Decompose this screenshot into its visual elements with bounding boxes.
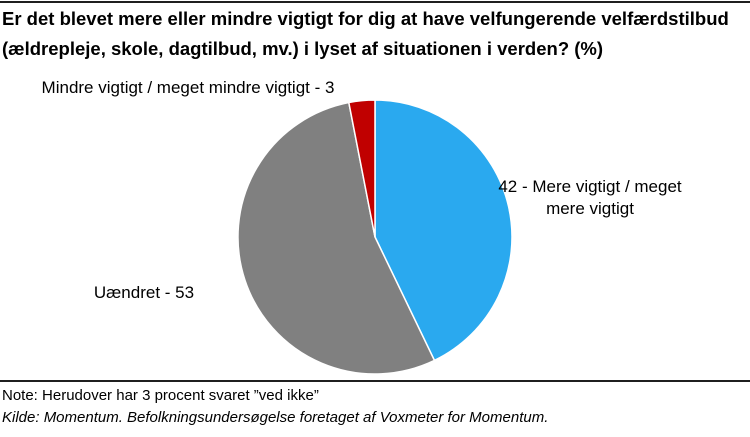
data-label-line: Mindre vigtigt / meget mindre vigtigt - … [42,78,335,97]
data-label-mere-vigtigt: 42 - Mere vigtigt / meget mere vigtigt [498,177,682,218]
data-label-line: Uændret - 53 [94,283,194,302]
data-label-line: mere vigtigt [546,199,634,218]
chart-source: Kilde: Momentum. Befolkningsundersøgelse… [2,409,549,426]
data-label-line: 42 - Mere vigtigt / meget [498,177,682,196]
chart-title: Er det blevet mere eller mindre vigtigt … [2,4,748,64]
pie-slice-uaendret [237,101,436,375]
bottom-rule [0,380,750,382]
top-rule [0,1,750,3]
chart-note: Note: Herudover har 3 procent svaret ”ve… [2,387,319,404]
data-label-uaendret: Uændret - 53 [94,283,194,302]
pie-slice-mere-vigtigt [374,99,513,362]
data-label-mindre-vigtigt: Mindre vigtigt / meget mindre vigtigt - … [42,78,335,97]
chart-title-line-1: Er det blevet mere eller mindre vigtigt … [2,8,729,29]
pie-slice-mindre-vigtigt [347,99,376,238]
chart-title-line-2: (ældrepleje, skole, dagtilbud, mv.) i ly… [2,38,604,59]
